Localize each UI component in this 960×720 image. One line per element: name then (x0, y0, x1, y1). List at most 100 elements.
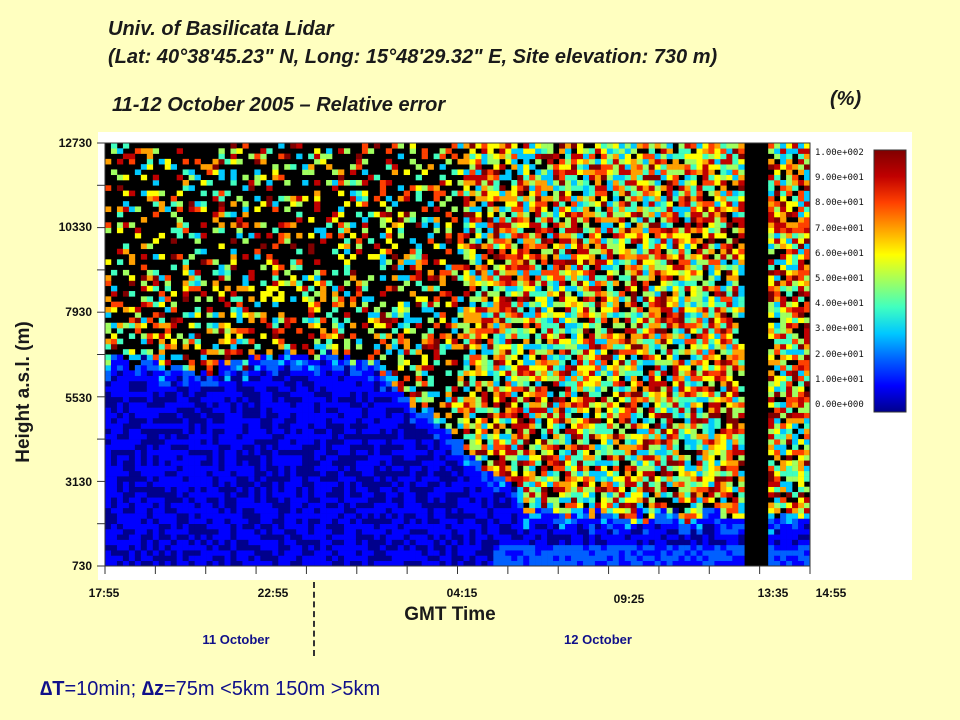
heatmap-cell (140, 338, 148, 345)
heatmap-cell (134, 560, 142, 567)
heatmap-cell (218, 396, 225, 403)
heatmap-cell (320, 454, 327, 461)
heatmap-cell (379, 550, 387, 556)
heatmap-cell (469, 539, 476, 546)
heatmap-cell (349, 539, 357, 546)
heatmap-cell (116, 550, 124, 556)
heatmap-cell (308, 380, 315, 387)
heatmap-cell (463, 423, 470, 429)
heatmap-cell (272, 301, 279, 308)
heatmap-cell (236, 195, 243, 202)
heatmap-cell (290, 439, 297, 445)
heatmap-cell (535, 158, 542, 165)
heatmap-cell (218, 359, 225, 366)
heatmap-cell (433, 560, 440, 567)
heatmap-cell (600, 254, 608, 260)
heatmap-cell (290, 454, 297, 461)
heatmap-cell (475, 423, 482, 429)
heatmap-cell (457, 491, 464, 498)
heatmap-cell (110, 423, 118, 429)
heatmap-cell (427, 365, 434, 371)
heatmap-cell (463, 560, 470, 567)
heatmap-cell (326, 491, 333, 498)
heatmap-cell (571, 518, 578, 524)
heatmap-cell (553, 539, 560, 546)
heatmap-cell (308, 449, 315, 456)
heatmap-cell (433, 439, 440, 445)
heatmap-cell (296, 264, 303, 271)
heatmap-cell (278, 528, 285, 535)
heatmap-cell (182, 507, 189, 514)
heatmap-cell (439, 513, 446, 519)
heatmap-cell (332, 343, 339, 350)
heatmap-cell (457, 555, 464, 562)
heatmap-cell (541, 454, 548, 461)
heatmap-cell (230, 391, 237, 398)
heatmap-cell (164, 528, 172, 535)
heatmap-cell (188, 254, 195, 260)
heatmap-cell (302, 486, 309, 493)
heatmap-cell (541, 391, 548, 398)
heatmap-cell (469, 518, 476, 524)
heatmap-cell (606, 476, 614, 482)
heatmap-cell (403, 254, 410, 260)
heatmap-cell (361, 158, 369, 165)
heatmap-cell (576, 349, 584, 355)
heatmap-cell (600, 476, 608, 482)
heatmap-cell (308, 433, 315, 440)
heatmap-cell (343, 507, 351, 514)
heatmap-cell (523, 544, 530, 551)
heatmap-cell (559, 433, 566, 440)
heatmap-cell (158, 454, 166, 461)
heatmap-cell (576, 518, 584, 524)
heatmap-cell (355, 507, 363, 514)
heatmap-cell (110, 370, 118, 376)
heatmap-cell (176, 460, 183, 466)
heatmap-cell (367, 375, 375, 382)
heatmap-cell (481, 190, 488, 197)
heatmap-cell (547, 497, 554, 503)
heatmap-cell (194, 232, 201, 239)
heatmap-cell (529, 259, 536, 265)
heatmap-cell (499, 513, 506, 519)
heatmap-cell (116, 486, 124, 493)
heatmap-cell (260, 460, 267, 466)
heatmap-cell (158, 349, 166, 355)
heatmap-cell (110, 306, 118, 313)
heatmap-cell (338, 365, 345, 371)
heatmap-cell (122, 375, 130, 382)
heatmap-cell (565, 513, 572, 519)
heatmap-cell (487, 534, 494, 540)
heatmap-cell (182, 539, 189, 546)
heatmap-cell (373, 528, 381, 535)
heatmap-cell (385, 433, 393, 440)
heatmap-cell (308, 476, 315, 482)
heatmap-cell (523, 491, 530, 498)
heatmap-cell (475, 502, 482, 509)
heatmap-cell (535, 227, 542, 234)
heatmap-cell (349, 190, 357, 197)
heatmap-cell (242, 528, 249, 535)
heatmap-cell (493, 433, 500, 440)
heatmap-cell (547, 354, 554, 361)
heatmap-cell (379, 211, 387, 218)
heatmap-cell (499, 534, 506, 540)
heatmap-cell (182, 491, 189, 498)
heatmap-cell (415, 195, 422, 202)
heatmap-cell (188, 539, 195, 546)
heatmap-cell (547, 232, 554, 239)
heatmap-cell (397, 534, 405, 540)
heatmap-cell (254, 423, 261, 429)
heatmap-cell (391, 518, 399, 524)
heatmap-cell (511, 539, 518, 546)
heatmap-cell (481, 449, 488, 456)
heatmap-cell (206, 550, 213, 556)
heatmap-cell (158, 201, 166, 207)
heatmap-cell (349, 412, 357, 419)
heatmap-cell (565, 391, 572, 398)
heatmap-cell (553, 243, 560, 250)
heatmap-cell (547, 211, 554, 218)
heatmap-cell (314, 391, 321, 398)
heatmap-cell (499, 148, 506, 154)
heatmap-cell (164, 481, 172, 487)
